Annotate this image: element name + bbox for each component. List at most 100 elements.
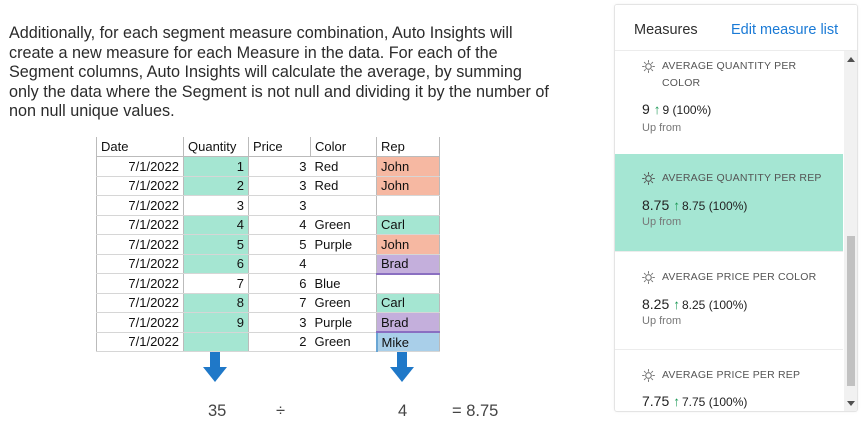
cell-color: Green <box>310 332 377 352</box>
header-date: Date <box>96 137 184 157</box>
scroll-down-icon[interactable] <box>847 401 855 406</box>
measure-name: AVERAGE QUANTITY PER COLOR <box>662 60 797 89</box>
measure-change: 9 (100%) <box>662 103 712 117</box>
cell-quantity: 7 <box>183 273 249 294</box>
cell-rep: John <box>376 234 440 255</box>
cell-color <box>310 195 377 216</box>
cell-price: 4 <box>248 215 311 235</box>
table-row: 7/1/2022 7 6 Blue <box>96 273 440 294</box>
panel-title: Measures <box>634 22 698 38</box>
measure-card-avg-price-color[interactable]: AVERAGE PRICE PER COLOR 8.25 ↑ 8.25 (100%)… <box>615 252 843 350</box>
scrollbar[interactable] <box>844 51 857 411</box>
table-row: 7/1/2022 1 3 Red John <box>96 156 440 177</box>
cell-date: 7/1/2022 <box>96 215 184 235</box>
arrow-up-icon: ↑ <box>673 198 680 213</box>
cell-color <box>310 254 377 274</box>
measure-value: 8.25 <box>642 296 670 312</box>
cell-rep: Brad <box>376 312 440 333</box>
table-row: 7/1/2022 9 3 Purple Brad <box>96 312 440 333</box>
cell-quantity: 1 <box>183 156 249 177</box>
table-header-row: Date Quantity Price Color Rep <box>96 137 440 157</box>
cell-quantity: 8 <box>183 293 249 313</box>
cell-price: 3 <box>248 312 311 333</box>
cell-date: 7/1/2022 <box>96 293 184 313</box>
cell-rep: Mike <box>375 331 440 352</box>
measure-name: AVERAGE PRICE PER COLOR <box>662 271 817 283</box>
arrow-up-icon: ↑ <box>653 102 661 117</box>
arrow-down-icon <box>390 352 414 384</box>
cell-quantity: 4 <box>183 215 249 235</box>
cell-price: 3 <box>248 176 311 196</box>
table-row: 7/1/2022 2 3 Red John <box>96 176 440 196</box>
header-price: Price <box>248 137 311 157</box>
measure-change: 8.25 (100%) <box>682 298 748 312</box>
measure-subtext: Up from <box>642 216 682 228</box>
cell-quantity: 6 <box>183 254 249 274</box>
measure-value-row: 9 ↑ 9 (100%) <box>642 101 711 117</box>
cell-rep: John <box>376 156 440 177</box>
cell-date: 7/1/2022 <box>96 195 184 216</box>
header-rep: Rep <box>376 137 440 157</box>
cell-color: Purple <box>310 234 377 255</box>
measure-card-avg-qty-rep[interactable]: AVERAGE QUANTITY PER REP 8.75 ↑ 8.75 (100%… <box>615 154 843 252</box>
cell-quantity: 9 <box>183 312 249 333</box>
cell-rep: John <box>376 176 440 196</box>
header-color: Color <box>310 137 377 157</box>
cell-date: 7/1/2022 <box>96 254 184 274</box>
measure-name: AVERAGE QUANTITY PER REP <box>662 172 822 184</box>
cell-price: 5 <box>248 234 311 255</box>
measure-change: 8.75 (100%) <box>682 199 748 213</box>
measure-subtext: Up from <box>642 122 682 134</box>
cell-price: 3 <box>248 156 311 177</box>
cell-date: 7/1/2022 <box>96 176 184 196</box>
cell-rep <box>376 273 440 294</box>
cell-color: Red <box>310 176 377 196</box>
cell-date: 7/1/2022 <box>96 273 184 294</box>
cell-quantity: 2 <box>183 176 249 196</box>
edit-measure-list-link[interactable]: Edit measure list <box>731 22 839 38</box>
header-quantity: Quantity <box>183 137 249 157</box>
table-row: 7/1/2022 8 7 Green Carl <box>96 293 440 313</box>
cell-rep: Brad <box>376 254 440 275</box>
cell-date: 7/1/2022 <box>96 312 184 333</box>
measure-card-avg-price-rep[interactable]: AVERAGE PRICE PER REP 7.75 ↑ 7.75 (100%) <box>615 350 843 411</box>
measure-name: AVERAGE PRICE PER REP <box>662 369 801 381</box>
cell-color: Green <box>310 215 377 235</box>
cell-rep: Carl <box>376 293 440 313</box>
scroll-up-icon[interactable] <box>847 57 855 62</box>
cell-color: Red <box>310 156 377 177</box>
measure-card-avg-qty-color[interactable]: AVERAGE QUANTITY PER COLOR 9 ↑ 9 (100%) Up… <box>615 51 843 159</box>
measures-panel: AVERAGE QUANTITY PER COLOR 9 ↑ 9 (100%) Up… <box>614 4 858 412</box>
divide-sign: ÷ <box>276 402 286 420</box>
arrow-down-icon <box>203 352 227 384</box>
arrow-up-icon: ↑ <box>673 297 680 312</box>
sum-value: 35 <box>208 402 227 420</box>
cell-quantity: 3 <box>183 195 249 216</box>
result-value: = 8.75 <box>452 402 499 420</box>
cell-date: 7/1/2022 <box>96 156 184 177</box>
cell-quantity: 5 <box>183 234 249 255</box>
sun-icon <box>642 60 655 73</box>
cell-rep <box>376 195 440 216</box>
scroll-thumb[interactable] <box>847 236 855 386</box>
measure-value: 7.75 <box>642 393 670 409</box>
cell-price: 4 <box>248 254 311 274</box>
cell-price: 6 <box>248 273 311 294</box>
cell-price: 7 <box>248 293 311 313</box>
table-row: 7/1/2022 4 4 Green Carl <box>96 215 440 235</box>
measure-value-row: 7.75 ↑ 7.75 (100%) <box>642 393 747 409</box>
sun-icon <box>642 369 655 382</box>
sun-icon <box>642 271 655 284</box>
measure-value-row: 8.75 ↑ 8.75 (100%) <box>642 197 747 213</box>
measure-value-row: 8.25 ↑ 8.25 (100%) <box>642 296 747 312</box>
panel-header: Measures Edit measure list <box>615 5 857 51</box>
cell-quantity <box>183 332 249 352</box>
data-table: Date Quantity Price Color Rep 7/1/2022 1… <box>96 137 440 352</box>
table-row: 7/1/2022 5 5 Purple John <box>96 234 440 255</box>
cell-rep: Carl <box>376 215 440 235</box>
table-row: 7/1/2022 2 Green Mike <box>96 331 440 352</box>
arrow-up-icon: ↑ <box>673 394 680 409</box>
cell-date: 7/1/2022 <box>96 332 184 352</box>
cell-color: Green <box>310 293 377 313</box>
count-value: 4 <box>398 402 408 420</box>
